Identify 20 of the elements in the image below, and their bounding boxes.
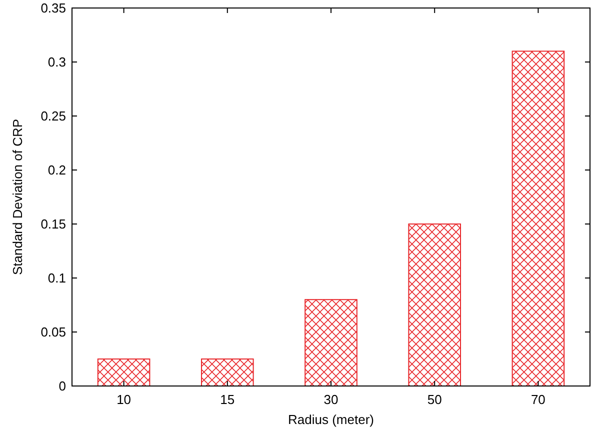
x-tick-label: 10 — [116, 392, 132, 407]
x-axis-title: Radius (meter) — [288, 412, 374, 427]
y-tick-label: 0.15 — [40, 216, 66, 232]
x-tick-label: 30 — [324, 392, 338, 407]
bar — [408, 224, 461, 386]
bar — [97, 358, 150, 386]
bar — [201, 358, 254, 386]
y-tick-label: 0.25 — [40, 108, 66, 124]
y-tick-label: 0.2 — [48, 162, 66, 178]
y-tick-label: 0 — [58, 378, 66, 394]
bar — [512, 50, 565, 386]
y-tick-label: 0.1 — [48, 270, 66, 286]
x-tick-label: 70 — [530, 392, 546, 407]
x-tick-label: 15 — [220, 392, 235, 407]
y-tick-label: 0.3 — [48, 54, 66, 70]
x-tick-label: 50 — [427, 392, 442, 407]
bar — [304, 299, 358, 386]
y-tick-label: 0.05 — [40, 324, 66, 340]
y-tick-label: 0.35 — [40, 0, 66, 16]
y-axis-title: Standard Deviation of CRP — [10, 118, 25, 276]
